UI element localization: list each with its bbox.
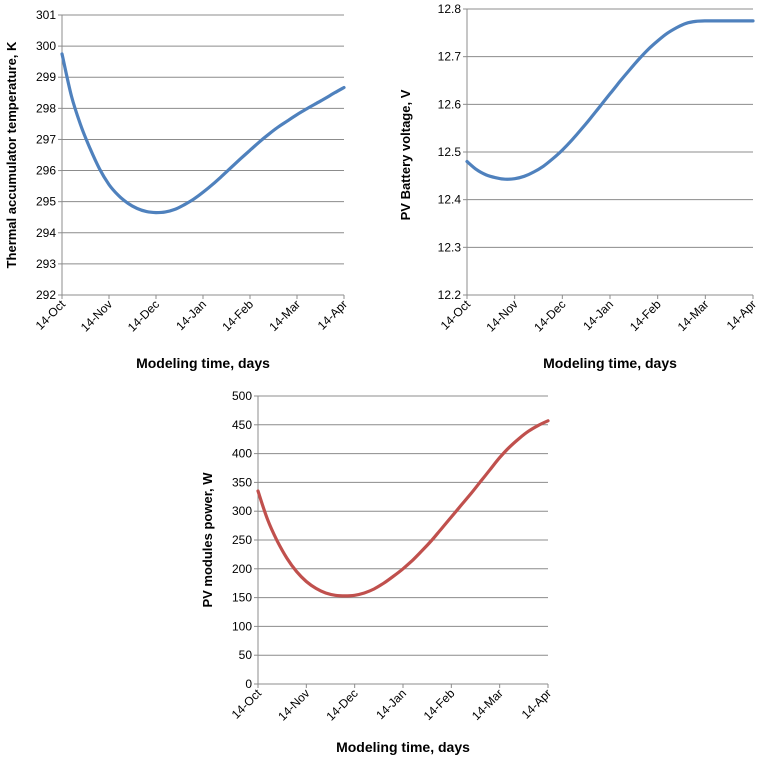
- x-tick-label: 14-Dec: [324, 686, 361, 723]
- chart-3: 0 50 100 150 200 250 300 350 400 450 500 14-Oct 14-N…: [200, 389, 554, 755]
- y-tick-label: 200: [232, 562, 252, 576]
- x-tick-label: 14-Mar: [266, 297, 303, 334]
- x-tick-label: 14-Dec: [125, 297, 162, 334]
- x-tick-label: 14-Nov: [484, 297, 521, 334]
- y-axis-title: PV Battery voltage, V: [398, 89, 413, 220]
- x-tick-label: 14-Dec: [531, 297, 568, 334]
- series-line: [465, 19, 755, 181]
- y-tick-label: 150: [232, 591, 252, 605]
- y-tick-label: 12.8: [438, 2, 462, 16]
- y-tick-label: 299: [36, 70, 56, 84]
- x-tick-label: 14-Oct: [33, 297, 69, 333]
- x-tick-label: 14-Jan: [580, 297, 616, 333]
- y-tick-label: 298: [36, 101, 56, 115]
- y-axis-title: PV modules power, W: [200, 472, 215, 608]
- y-tick-label: 100: [232, 619, 252, 633]
- x-tick-label: 14-Nov: [78, 297, 115, 334]
- y-tick-label: 0: [245, 677, 252, 691]
- y-axis-title: Thermal accumulator temperature, K: [4, 41, 19, 268]
- y-tick-label: 12.5: [438, 145, 462, 159]
- y-tick-label: 292: [36, 288, 56, 302]
- x-tick-label: 14-Jan: [173, 297, 209, 333]
- y-tick-label: 293: [36, 257, 56, 271]
- y-tick-label: 400: [232, 447, 252, 461]
- x-tick-label: 14-Feb: [421, 686, 458, 723]
- chart-1: 292 293 294 295 296 297 298 299 300 301 14-Oct 14-N…: [4, 8, 350, 371]
- x-tick-label: 14-Oct: [438, 297, 474, 333]
- series-line: [60, 52, 346, 215]
- y-tick-label: 301: [36, 8, 56, 22]
- y-tick-label: 12.6: [438, 97, 462, 111]
- x-axis-title: Modeling time, days: [543, 355, 677, 371]
- x-tick-label: 14-Oct: [229, 686, 265, 722]
- series-line: [256, 419, 550, 598]
- y-tick-label: 300: [232, 504, 252, 518]
- y-tick-label: 12.4: [438, 193, 462, 207]
- x-tick-label: 14-Jan: [373, 686, 409, 722]
- x-tick-label: 14-Nov: [275, 686, 312, 723]
- y-tick-label: 296: [36, 164, 56, 178]
- y-tick-label: 295: [36, 195, 56, 209]
- y-tick-label: 297: [36, 132, 56, 146]
- x-tick-label: 14-Apr: [724, 297, 759, 332]
- x-axis-title: Modeling time, days: [336, 739, 470, 755]
- y-tick-label: 12.3: [438, 240, 462, 254]
- x-tick-label: 14-Apr: [315, 297, 350, 332]
- y-tick-label: 350: [232, 475, 252, 489]
- x-tick-label: 14-Apr: [519, 686, 554, 721]
- y-tick-label: 294: [36, 226, 56, 240]
- x-tick-label: 14-Feb: [219, 297, 256, 334]
- y-tick-label: 250: [232, 533, 252, 547]
- chart-2: 12.2 12.3 12.4 12.5 12.6 12.7 12.8 14-Oct 14-Nov…: [398, 2, 759, 371]
- x-tick-label: 14-Mar: [675, 297, 712, 334]
- y-tick-label: 12.7: [438, 50, 462, 64]
- x-tick-label: 14-Feb: [627, 297, 664, 334]
- y-tick-label: 12.2: [438, 288, 462, 302]
- y-tick-label: 300: [36, 39, 56, 53]
- y-tick-label: 500: [232, 389, 252, 403]
- y-tick-label: 450: [232, 418, 252, 432]
- x-tick-label: 14-Mar: [469, 686, 506, 723]
- x-axis-title: Modeling time, days: [136, 355, 270, 371]
- y-tick-label: 50: [239, 648, 253, 662]
